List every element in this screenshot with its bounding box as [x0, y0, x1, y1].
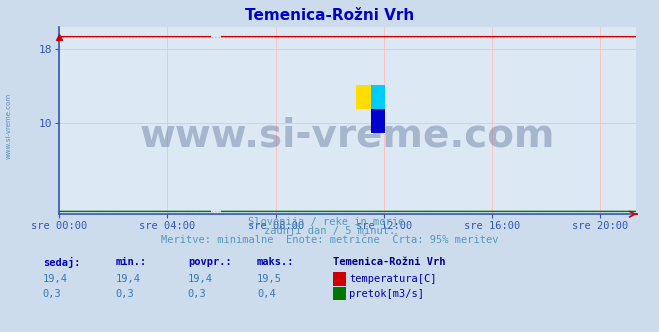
Bar [357, 85, 371, 109]
Text: www.si-vreme.com: www.si-vreme.com [140, 116, 556, 154]
Bar [370, 85, 385, 109]
Text: Temenica-Rožni Vrh: Temenica-Rožni Vrh [245, 8, 414, 23]
Text: 19,4: 19,4 [115, 274, 140, 284]
Text: povpr.:: povpr.: [188, 257, 231, 267]
Text: www.si-vreme.com: www.si-vreme.com [5, 93, 12, 159]
Text: 0,3: 0,3 [43, 289, 61, 299]
Text: min.:: min.: [115, 257, 146, 267]
Text: pretok[m3/s]: pretok[m3/s] [349, 289, 424, 299]
Text: 19,4: 19,4 [188, 274, 213, 284]
Text: Temenica-Rožni Vrh: Temenica-Rožni Vrh [333, 257, 445, 267]
Text: zadnji dan / 5 minut.: zadnji dan / 5 minut. [264, 226, 395, 236]
Bar [370, 109, 385, 133]
Text: 19,5: 19,5 [257, 274, 282, 284]
Text: 0,4: 0,4 [257, 289, 275, 299]
Text: sedaj:: sedaj: [43, 257, 80, 268]
Text: Meritve: minimalne  Enote: metrične  Črta: 95% meritev: Meritve: minimalne Enote: metrične Črta:… [161, 235, 498, 245]
Text: 0,3: 0,3 [115, 289, 134, 299]
Text: Slovenija / reke in morje.: Slovenija / reke in morje. [248, 217, 411, 227]
Text: temperatura[C]: temperatura[C] [349, 274, 437, 284]
Text: 0,3: 0,3 [188, 289, 206, 299]
Text: 19,4: 19,4 [43, 274, 68, 284]
Text: maks.:: maks.: [257, 257, 295, 267]
